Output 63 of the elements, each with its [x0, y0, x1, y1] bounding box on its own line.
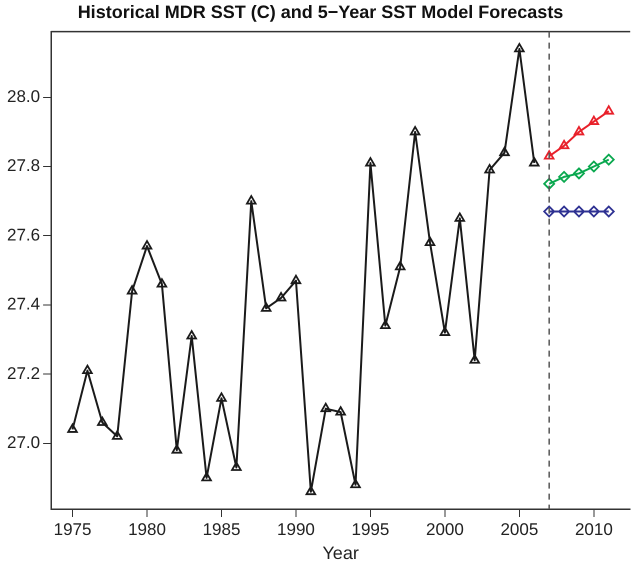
y-tick-label: 28.0	[6, 87, 40, 106]
y-tick-label: 27.6	[6, 225, 40, 244]
point	[365, 157, 376, 166]
x-tick-label: 1995	[352, 520, 390, 539]
point	[350, 478, 361, 488]
point	[543, 206, 556, 218]
point	[186, 330, 197, 340]
x-tick-label: 2010	[574, 520, 613, 539]
point	[602, 206, 615, 218]
point	[499, 146, 510, 156]
point	[604, 105, 614, 115]
point	[602, 154, 615, 166]
point	[246, 195, 257, 205]
point	[306, 486, 316, 496]
point	[320, 402, 331, 412]
point	[380, 320, 391, 330]
chart-title: Historical MDR SST (C) and 5−Year SST Model Forecasts	[78, 2, 564, 22]
point	[588, 206, 600, 218]
x-tick-label: 2005	[500, 520, 538, 539]
point	[97, 416, 108, 426]
point	[484, 164, 495, 174]
point	[335, 406, 346, 416]
y-tick-label: 27.4	[6, 294, 40, 314]
x-tick-label: 2000	[426, 520, 464, 539]
point	[424, 236, 436, 246]
point	[82, 364, 93, 374]
point	[394, 260, 406, 270]
point	[67, 424, 78, 433]
point	[469, 354, 480, 364]
point	[126, 285, 138, 294]
point	[156, 278, 168, 288]
point	[112, 430, 122, 440]
point	[588, 160, 600, 172]
point	[276, 292, 286, 302]
point	[529, 157, 540, 166]
x-tick-label: 1975	[54, 520, 92, 539]
x-tick-label: 1980	[128, 520, 166, 539]
point	[558, 170, 570, 183]
x-tick-label: 1985	[202, 520, 240, 539]
point	[410, 126, 420, 136]
point	[543, 178, 556, 190]
point	[201, 472, 212, 482]
y-tick-label: 27.0	[6, 432, 40, 452]
point	[558, 140, 570, 150]
point	[544, 150, 554, 160]
point	[573, 168, 585, 180]
point	[260, 302, 272, 312]
x-tick-label: 1990	[277, 520, 315, 539]
point	[558, 206, 570, 218]
point	[440, 326, 450, 336]
point	[216, 392, 227, 402]
point	[142, 240, 152, 250]
point	[588, 116, 600, 125]
point	[573, 206, 585, 218]
point	[172, 444, 182, 454]
point	[231, 462, 242, 471]
point	[514, 42, 525, 52]
point	[574, 126, 584, 136]
y-tick-label: 27.8	[6, 156, 40, 176]
x-axis-title: Year	[322, 543, 359, 564]
point	[454, 212, 466, 222]
point	[290, 274, 302, 284]
y-tick-label: 27.2	[6, 364, 40, 383]
